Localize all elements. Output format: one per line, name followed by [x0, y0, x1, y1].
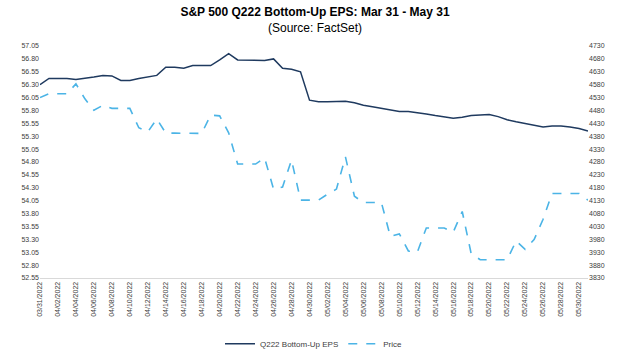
svg-text:54.05: 54.05 — [21, 197, 39, 204]
svg-text:4680: 4680 — [589, 55, 605, 62]
svg-text:52.80: 52.80 — [21, 262, 39, 269]
svg-text:04/26/2022: 04/26/2022 — [270, 282, 277, 317]
svg-text:04/30/2022: 04/30/2022 — [306, 282, 313, 317]
svg-text:05/28/2022: 05/28/2022 — [557, 282, 564, 317]
svg-text:3880: 3880 — [589, 262, 605, 269]
svg-text:04/16/2022: 04/16/2022 — [180, 282, 187, 317]
svg-text:05/16/2022: 05/16/2022 — [450, 282, 457, 317]
svg-text:04/24/2022: 04/24/2022 — [252, 282, 259, 317]
svg-text:4530: 4530 — [589, 94, 605, 101]
svg-text:05/04/2022: 05/04/2022 — [342, 282, 349, 317]
svg-text:55.80: 55.80 — [21, 107, 39, 114]
svg-text:53.55: 53.55 — [21, 223, 39, 230]
svg-text:4080: 4080 — [589, 210, 605, 217]
svg-text:53.05: 53.05 — [21, 249, 39, 256]
svg-text:05/08/2022: 05/08/2022 — [378, 282, 385, 317]
svg-text:53.30: 53.30 — [21, 236, 39, 243]
svg-text:04/28/2022: 04/28/2022 — [288, 282, 295, 317]
svg-text:54.55: 54.55 — [21, 171, 39, 178]
svg-text:03/31/2022: 03/31/2022 — [36, 282, 43, 317]
svg-text:4130: 4130 — [589, 197, 605, 204]
svg-text:52.55: 52.55 — [21, 274, 39, 281]
svg-text:05/18/2022: 05/18/2022 — [467, 282, 474, 317]
svg-text:04/22/2022: 04/22/2022 — [234, 282, 241, 317]
svg-text:05/10/2022: 05/10/2022 — [396, 282, 403, 317]
svg-text:4180: 4180 — [589, 184, 605, 191]
svg-text:4030: 4030 — [589, 223, 605, 230]
svg-text:4380: 4380 — [589, 133, 605, 140]
svg-text:05/14/2022: 05/14/2022 — [432, 282, 439, 317]
svg-text:Price: Price — [383, 340, 402, 349]
svg-text:55.30: 55.30 — [21, 133, 39, 140]
svg-text:56.05: 56.05 — [21, 94, 39, 101]
svg-text:05/02/2022: 05/02/2022 — [324, 282, 331, 317]
svg-text:56.55: 56.55 — [21, 68, 39, 75]
svg-text:04/04/2022: 04/04/2022 — [72, 282, 79, 317]
svg-text:Q222 Bottom-Up EPS: Q222 Bottom-Up EPS — [260, 340, 338, 349]
svg-text:4330: 4330 — [589, 146, 605, 153]
svg-text:54.30: 54.30 — [21, 184, 39, 191]
svg-text:04/20/2022: 04/20/2022 — [216, 282, 223, 317]
svg-text:04/14/2022: 04/14/2022 — [162, 282, 169, 317]
svg-text:3930: 3930 — [589, 249, 605, 256]
svg-text:05/06/2022: 05/06/2022 — [360, 282, 367, 317]
svg-text:54.80: 54.80 — [21, 158, 39, 165]
svg-text:04/02/2022: 04/02/2022 — [54, 282, 61, 317]
svg-text:4230: 4230 — [589, 171, 605, 178]
svg-text:05/22/2022: 05/22/2022 — [503, 282, 510, 317]
svg-text:57.05: 57.05 — [21, 42, 39, 49]
svg-text:04/18/2022: 04/18/2022 — [198, 282, 205, 317]
svg-text:55.05: 55.05 — [21, 146, 39, 153]
svg-text:05/24/2022: 05/24/2022 — [521, 282, 528, 317]
svg-text:4480: 4480 — [589, 107, 605, 114]
svg-text:4580: 4580 — [589, 81, 605, 88]
svg-text:4430: 4430 — [589, 120, 605, 127]
svg-text:S&P 500 Q222 Bottom-Up EPS: Ma: S&P 500 Q222 Bottom-Up EPS: Mar 31 - May… — [180, 5, 450, 35]
svg-text:4730: 4730 — [589, 42, 605, 49]
svg-text:53.80: 53.80 — [21, 210, 39, 217]
svg-text:56.80: 56.80 — [21, 55, 39, 62]
svg-text:05/26/2022: 05/26/2022 — [539, 282, 546, 317]
svg-text:04/12/2022: 04/12/2022 — [144, 282, 151, 317]
svg-text:04/10/2022: 04/10/2022 — [126, 282, 133, 317]
svg-text:3830: 3830 — [589, 274, 605, 281]
svg-text:55.55: 55.55 — [21, 120, 39, 127]
svg-text:05/30/2022: 05/30/2022 — [575, 282, 582, 317]
svg-text:04/08/2022: 04/08/2022 — [108, 282, 115, 317]
svg-text:4280: 4280 — [589, 158, 605, 165]
svg-text:05/20/2022: 05/20/2022 — [485, 282, 492, 317]
svg-text:4630: 4630 — [589, 68, 605, 75]
svg-text:04/06/2022: 04/06/2022 — [90, 282, 97, 317]
svg-text:05/12/2022: 05/12/2022 — [414, 282, 421, 317]
svg-text:56.30: 56.30 — [21, 81, 39, 88]
svg-text:3980: 3980 — [589, 236, 605, 243]
